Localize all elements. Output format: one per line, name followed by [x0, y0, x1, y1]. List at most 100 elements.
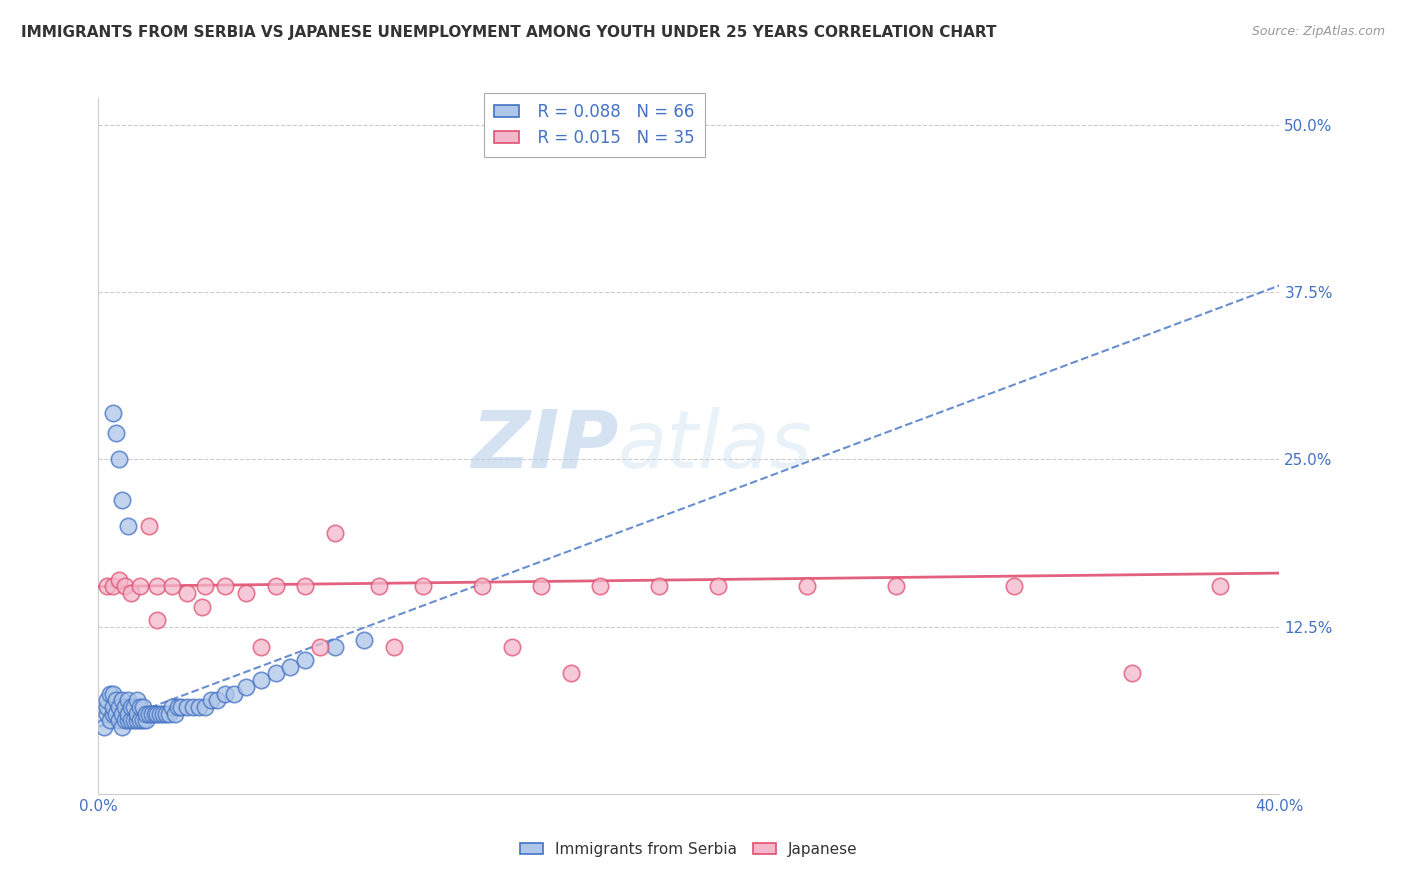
Point [120, 714, 142, 728]
Point [214, 687, 236, 701]
Point [165, 706, 187, 721]
Point [796, 580, 818, 594]
Point [250, 673, 273, 688]
Text: ZIP: ZIP [471, 407, 619, 485]
Point [149, 706, 172, 721]
Point [187, 699, 209, 714]
Point [117, 714, 139, 728]
Point [205, 693, 228, 707]
Point [152, 706, 174, 721]
Point [884, 580, 907, 594]
Point [114, 699, 136, 714]
Point [117, 519, 139, 533]
Point [135, 706, 157, 721]
Point [323, 640, 346, 654]
Point [103, 706, 125, 721]
Point [132, 714, 155, 728]
Point [111, 693, 134, 707]
Point [382, 640, 405, 654]
Point [125, 693, 148, 707]
Point [309, 640, 332, 654]
Text: IMMIGRANTS FROM SERBIA VS JAPANESE UNEMPLOYMENT AMONG YOUTH UNDER 25 YEARS CORRE: IMMIGRANTS FROM SERBIA VS JAPANESE UNEMP… [21, 25, 997, 40]
Point [560, 666, 582, 681]
Point [138, 519, 160, 533]
Point [125, 714, 148, 728]
Point [155, 706, 177, 721]
Point [108, 714, 131, 728]
Point [117, 693, 139, 707]
Point [181, 699, 204, 714]
Point [146, 613, 169, 627]
Point [103, 580, 125, 594]
Point [589, 580, 612, 594]
Point [98, 687, 121, 701]
Point [412, 580, 434, 594]
Point [105, 425, 128, 440]
Point [98, 714, 121, 728]
Point [111, 706, 134, 721]
Point [128, 699, 150, 714]
Point [122, 699, 145, 714]
Point [191, 599, 214, 614]
Point [214, 580, 236, 594]
Point [162, 580, 183, 594]
Point [501, 640, 523, 654]
Point [114, 580, 136, 594]
Point [96, 693, 118, 707]
Point [117, 706, 139, 721]
Point [108, 573, 131, 587]
Point [135, 714, 157, 728]
Point [368, 580, 391, 594]
Point [105, 706, 128, 721]
Point [200, 693, 222, 707]
Text: atlas: atlas [619, 407, 813, 485]
Text: Source: ZipAtlas.com: Source: ZipAtlas.com [1251, 25, 1385, 38]
Point [176, 586, 198, 600]
Point [264, 666, 287, 681]
Point [323, 526, 346, 541]
Point [108, 452, 131, 467]
Point [146, 580, 169, 594]
Point [353, 633, 375, 648]
Point [114, 714, 136, 728]
Legend: Immigrants from Serbia, Japanese: Immigrants from Serbia, Japanese [515, 836, 863, 863]
Point [120, 586, 142, 600]
Point [93, 720, 115, 734]
Point [294, 580, 316, 594]
Point [170, 699, 193, 714]
Point [132, 699, 155, 714]
Point [235, 586, 257, 600]
Point [194, 699, 217, 714]
Point [111, 492, 134, 507]
Point [103, 699, 125, 714]
Point [250, 640, 273, 654]
Point [128, 714, 150, 728]
Point [176, 699, 198, 714]
Point [224, 687, 246, 701]
Point [167, 699, 190, 714]
Point [146, 706, 169, 721]
Point [194, 580, 217, 594]
Point [648, 580, 671, 594]
Point [143, 706, 166, 721]
Point [471, 580, 494, 594]
Point [294, 653, 316, 667]
Point [264, 580, 287, 594]
Point [108, 699, 131, 714]
Point [125, 706, 148, 721]
Point [128, 580, 150, 594]
Point [280, 660, 302, 674]
Point [96, 699, 118, 714]
Point [1002, 580, 1025, 594]
Point [235, 680, 257, 694]
Point [138, 706, 160, 721]
Point [96, 580, 118, 594]
Point [157, 706, 180, 721]
Point [120, 699, 142, 714]
Point [530, 580, 553, 594]
Point [96, 706, 118, 721]
Point [111, 720, 134, 734]
Point [103, 687, 125, 701]
Point [707, 580, 730, 594]
Point [122, 714, 145, 728]
